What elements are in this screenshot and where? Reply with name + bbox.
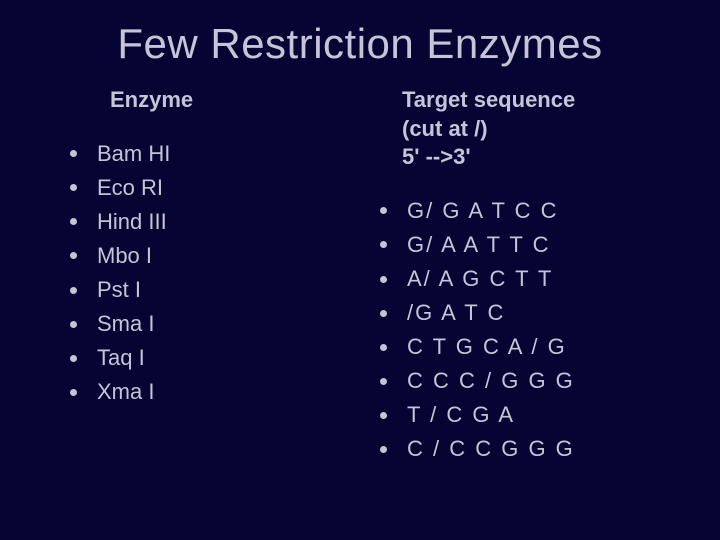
bullet-icon (380, 241, 387, 248)
bullet-icon (380, 344, 387, 351)
bullet-icon (70, 218, 77, 225)
list-item: /G A T C (380, 296, 680, 330)
enzyme-name: Taq I (97, 341, 145, 375)
bullet-icon (380, 310, 387, 317)
bullet-icon (70, 389, 77, 396)
sequence-list: G/ G A T C C G/ A A T T C A/ A G C T T /… (380, 194, 680, 467)
sequence-header-line3: 5' -->3' (402, 144, 471, 169)
sequence-header-line1: Target sequence (402, 87, 575, 112)
enzyme-list: Bam HI Eco RI Hind III Mbo I Pst I Sma I… (70, 137, 370, 410)
columns-container: Enzyme Bam HI Eco RI Hind III Mbo I Pst … (40, 86, 680, 467)
enzyme-name: Hind III (97, 205, 167, 239)
enzyme-name: Eco RI (97, 171, 163, 205)
sequence-value: T / C G A (407, 398, 515, 432)
enzyme-column: Enzyme Bam HI Eco RI Hind III Mbo I Pst … (40, 86, 370, 467)
bullet-icon (70, 321, 77, 328)
sequence-value: C T G C A / G (407, 330, 567, 364)
bullet-icon (70, 355, 77, 362)
sequence-value: C C C / G G G (407, 364, 575, 398)
bullet-icon (70, 150, 77, 157)
bullet-icon (70, 287, 77, 294)
enzyme-name: Mbo I (97, 239, 152, 273)
list-item: Taq I (70, 341, 370, 375)
list-item: Bam HI (70, 137, 370, 171)
list-item: G/ A A T T C (380, 228, 680, 262)
enzyme-name: Xma I (97, 375, 154, 409)
sequence-value: A/ A G C T T (407, 262, 553, 296)
enzyme-header: Enzyme (70, 86, 370, 115)
enzyme-name: Bam HI (97, 137, 170, 171)
list-item: Pst I (70, 273, 370, 307)
sequence-column: Target sequence (cut at /) 5' -->3' G/ G… (370, 86, 680, 467)
list-item: G/ G A T C C (380, 194, 680, 228)
slide-title: Few Restriction Enzymes (40, 20, 680, 68)
sequence-value: G/ A A T T C (407, 228, 550, 262)
list-item: C / C C G G G (380, 432, 680, 466)
bullet-icon (70, 252, 77, 259)
list-item: C C C / G G G (380, 364, 680, 398)
list-item: C T G C A / G (380, 330, 680, 364)
list-item: T / C G A (380, 398, 680, 432)
sequence-value: /G A T C (407, 296, 505, 330)
list-item: Sma I (70, 307, 370, 341)
bullet-icon (380, 412, 387, 419)
sequence-header-line2: (cut at /) (402, 116, 488, 141)
enzyme-name: Pst I (97, 273, 141, 307)
bullet-icon (380, 446, 387, 453)
enzyme-name: Sma I (97, 307, 154, 341)
slide: Few Restriction Enzymes Enzyme Bam HI Ec… (0, 0, 720, 540)
sequence-value: G/ G A T C C (407, 194, 559, 228)
bullet-icon (380, 378, 387, 385)
list-item: Eco RI (70, 171, 370, 205)
sequence-header: Target sequence (cut at /) 5' -->3' (380, 86, 680, 172)
list-item: Hind III (70, 205, 370, 239)
list-item: Xma I (70, 375, 370, 409)
bullet-icon (380, 207, 387, 214)
sequence-value: C / C C G G G (407, 432, 575, 466)
bullet-icon (70, 184, 77, 191)
bullet-icon (380, 276, 387, 283)
list-item: Mbo I (70, 239, 370, 273)
list-item: A/ A G C T T (380, 262, 680, 296)
